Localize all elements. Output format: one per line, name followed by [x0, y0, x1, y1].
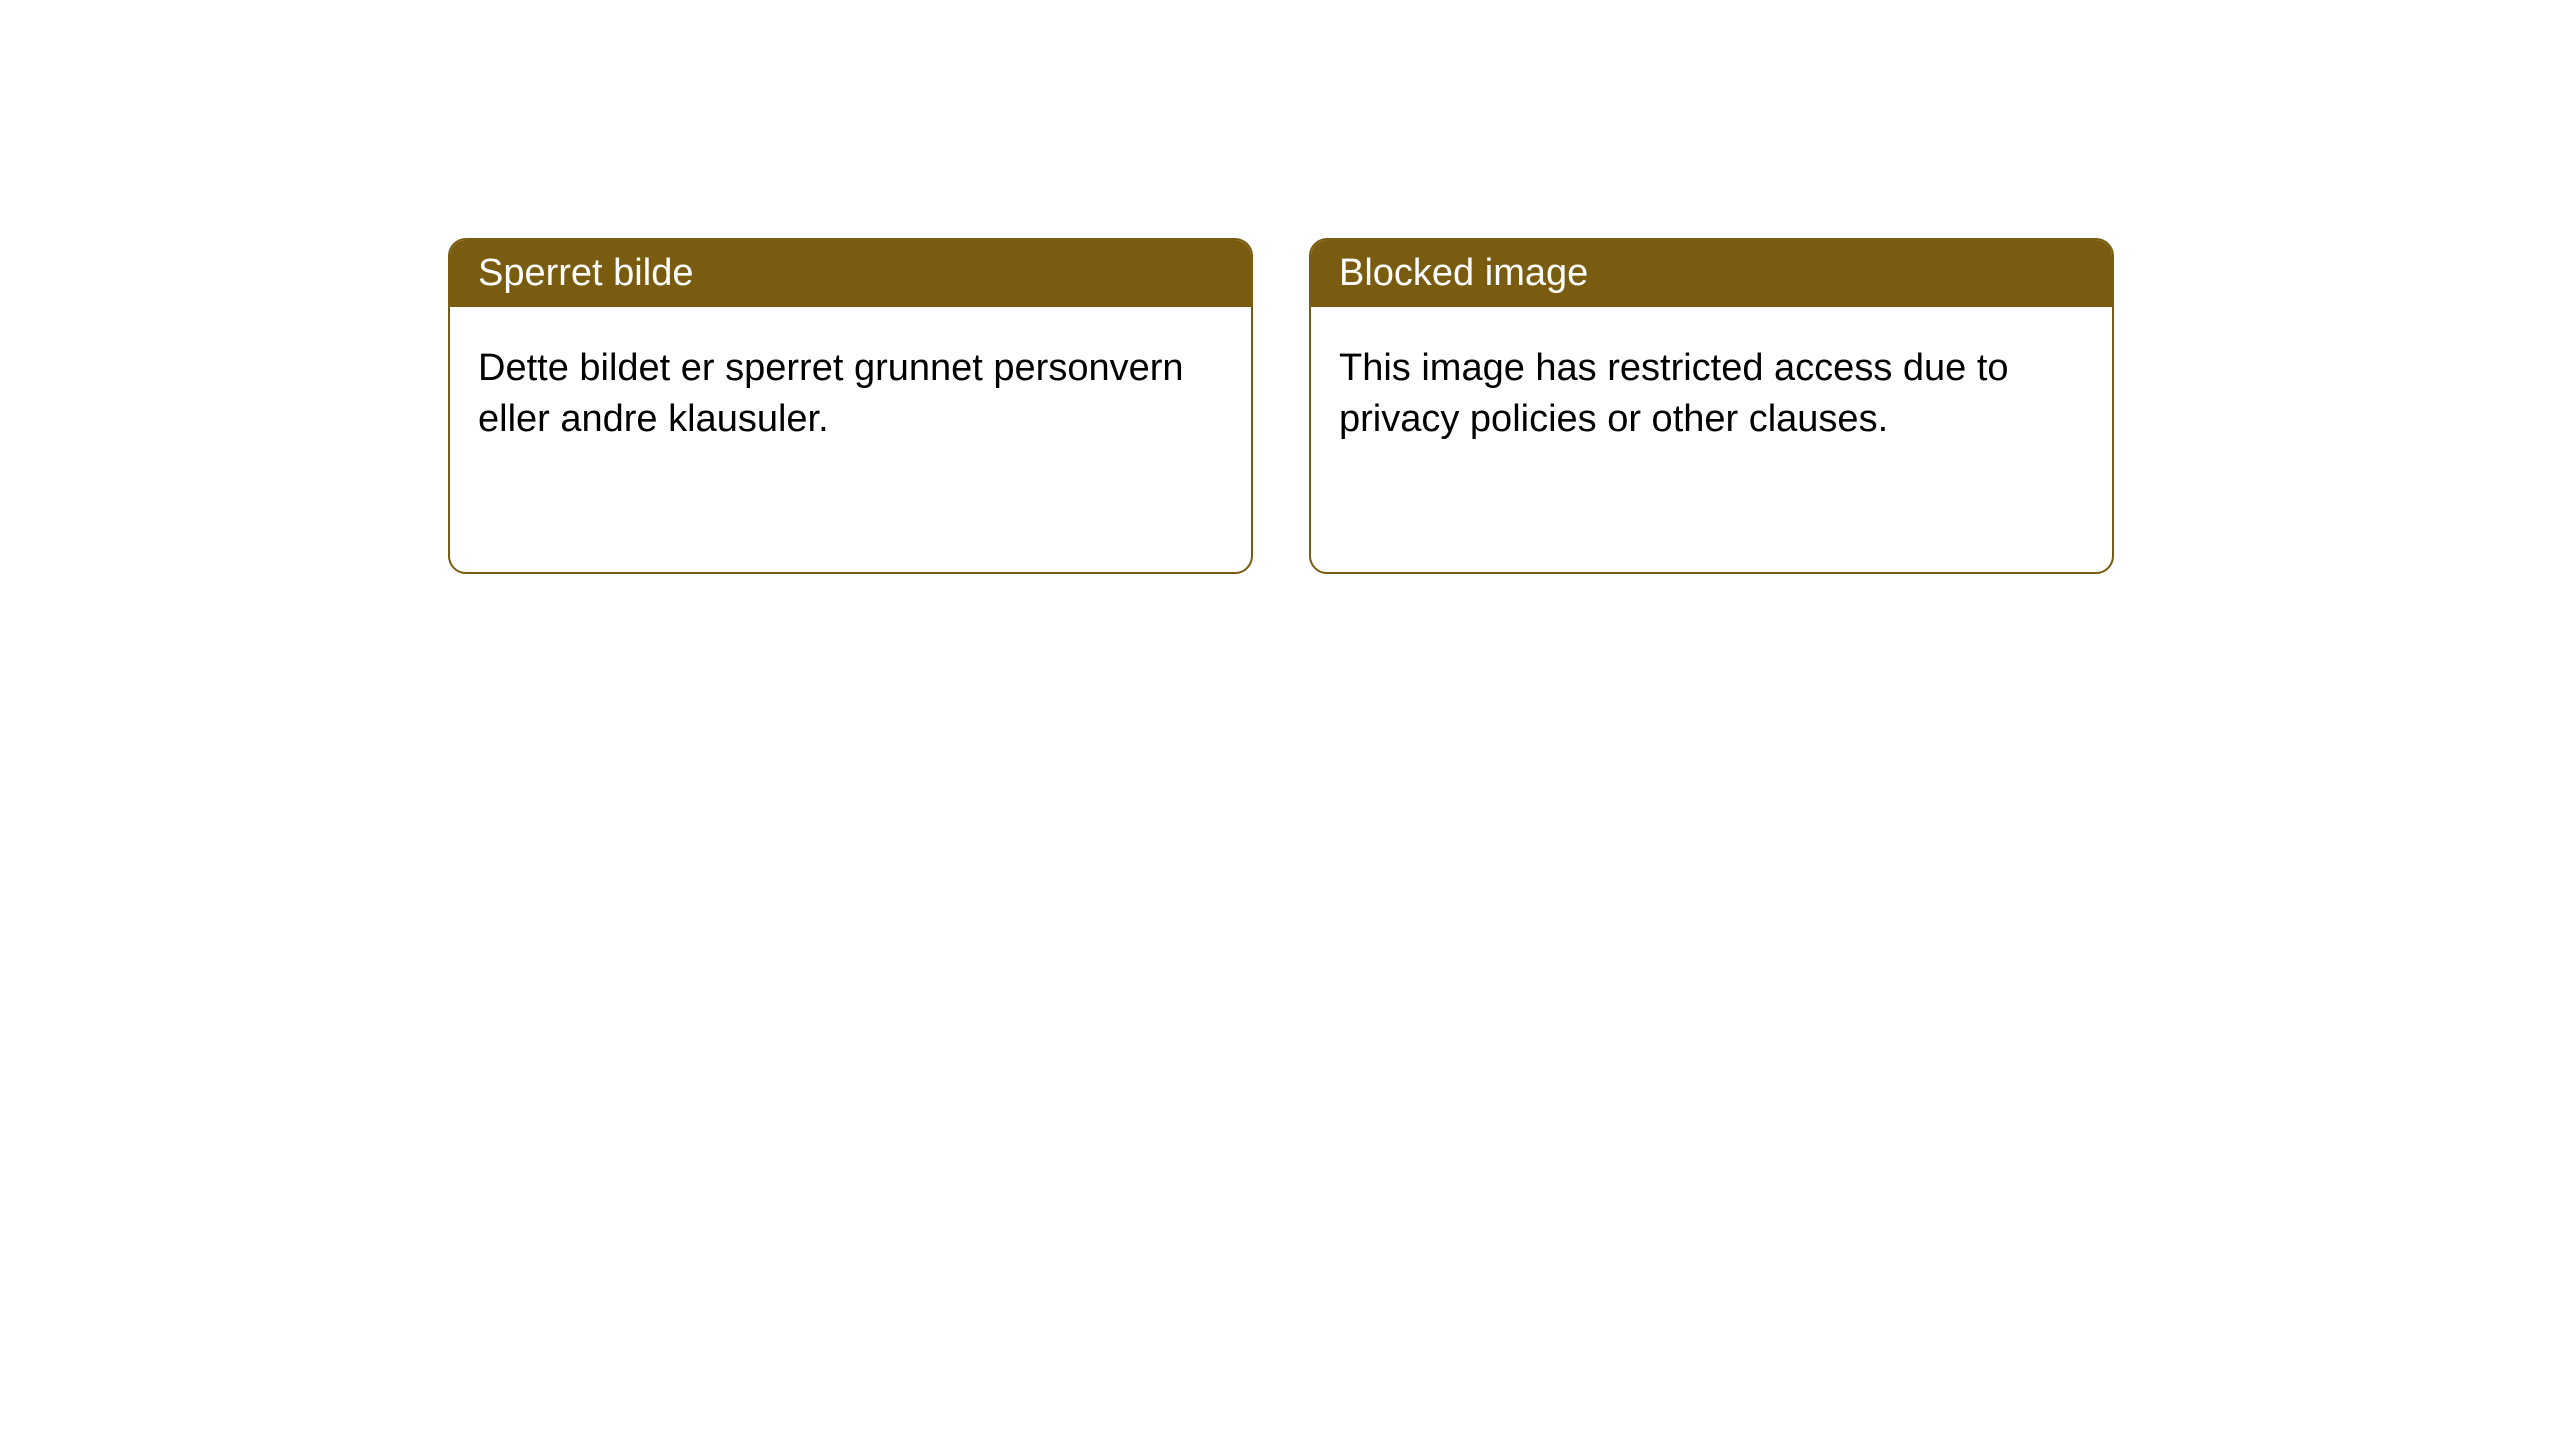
notice-header: Sperret bilde [450, 240, 1251, 307]
notice-container: Sperret bilde Dette bildet er sperret gr… [448, 238, 2114, 574]
notice-header: Blocked image [1311, 240, 2112, 307]
notice-card-norwegian: Sperret bilde Dette bildet er sperret gr… [448, 238, 1253, 574]
notice-card-english: Blocked image This image has restricted … [1309, 238, 2114, 574]
notice-body: This image has restricted access due to … [1311, 307, 2112, 482]
notice-body: Dette bildet er sperret grunnet personve… [450, 307, 1251, 482]
